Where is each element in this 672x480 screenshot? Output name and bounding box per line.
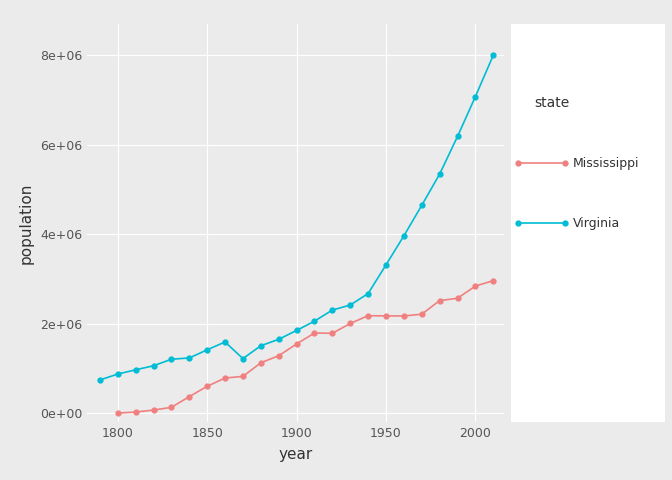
Mississippi xyxy=(203,384,211,389)
Mississippi xyxy=(149,407,157,413)
Text: state: state xyxy=(534,96,569,110)
Virginia xyxy=(132,367,140,372)
Virginia xyxy=(185,355,194,361)
Mississippi xyxy=(435,298,444,303)
Virginia xyxy=(489,52,497,58)
Mississippi xyxy=(400,313,408,319)
Mississippi xyxy=(471,283,479,289)
Virginia xyxy=(435,171,444,177)
Line: Mississippi: Mississippi xyxy=(116,278,496,416)
Mississippi xyxy=(329,330,337,336)
Virginia xyxy=(167,356,175,362)
Virginia xyxy=(310,318,319,324)
Y-axis label: population: population xyxy=(18,182,33,264)
Line: Virginia: Virginia xyxy=(97,53,496,383)
Mississippi xyxy=(454,295,462,301)
Mississippi xyxy=(364,313,372,319)
Virginia xyxy=(382,262,390,268)
Mississippi xyxy=(275,353,283,359)
Virginia xyxy=(454,133,462,139)
Mississippi xyxy=(382,313,390,319)
Mississippi xyxy=(257,360,265,366)
Virginia xyxy=(114,371,122,377)
Mississippi xyxy=(239,373,247,379)
Mississippi xyxy=(221,375,229,381)
Virginia xyxy=(329,307,337,313)
Virginia xyxy=(257,343,265,348)
Virginia xyxy=(292,327,300,333)
X-axis label: year: year xyxy=(279,447,312,462)
Virginia xyxy=(471,94,479,99)
Mississippi xyxy=(418,312,426,317)
Virginia xyxy=(203,347,211,353)
Mississippi xyxy=(114,410,122,416)
Virginia xyxy=(400,233,408,239)
Virginia xyxy=(96,377,104,383)
Mississippi xyxy=(346,321,354,326)
Mississippi xyxy=(489,278,497,284)
Virginia xyxy=(364,291,372,297)
Mississippi xyxy=(185,394,194,399)
Virginia xyxy=(418,203,426,208)
Virginia xyxy=(239,356,247,361)
Mississippi xyxy=(292,341,300,347)
Text: Mississippi: Mississippi xyxy=(573,157,639,170)
Mississippi xyxy=(310,330,319,336)
Mississippi xyxy=(167,405,175,410)
Virginia xyxy=(149,363,157,369)
Virginia xyxy=(275,336,283,342)
Virginia xyxy=(221,339,229,345)
Text: Virginia: Virginia xyxy=(573,216,620,230)
Virginia xyxy=(346,302,354,308)
Mississippi xyxy=(132,409,140,415)
